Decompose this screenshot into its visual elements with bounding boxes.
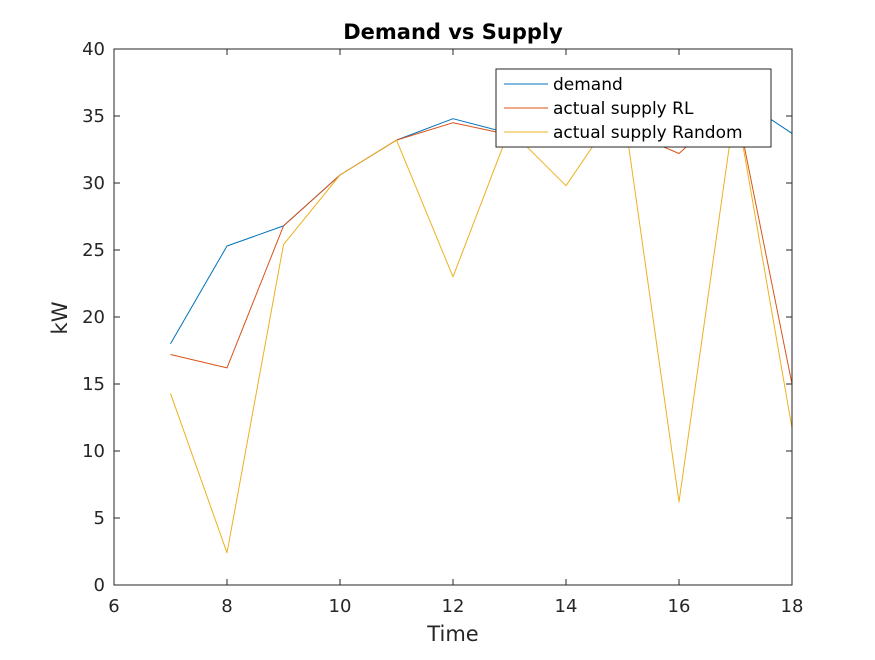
x-tick-label: 14	[555, 596, 578, 617]
legend-label-3: actual supply Random	[553, 123, 743, 143]
y-axis-label: kW	[48, 301, 72, 334]
y-tick-label: 30	[82, 173, 105, 194]
legend-label-2: actual supply RL	[553, 99, 694, 119]
y-tick-label: 5	[94, 508, 105, 529]
x-axis-label: Time	[426, 622, 478, 646]
x-tick-label: 12	[442, 596, 465, 617]
y-tick-label: 15	[82, 374, 105, 395]
x-tick-label: 6	[108, 596, 119, 617]
y-tick-label: 10	[82, 441, 105, 462]
legend: demand actual supply RL actual supply Rand…	[495, 68, 772, 148]
chart-title: Demand vs Supply	[343, 20, 563, 44]
y-tick-label: 40	[82, 39, 105, 60]
y-tick-label: 25	[82, 240, 105, 261]
x-tick-label: 8	[221, 596, 232, 617]
y-tick-label: 35	[82, 106, 105, 127]
x-tick-label: 10	[329, 596, 352, 617]
series-line-3	[170, 102, 792, 554]
y-tick-label: 0	[94, 575, 105, 596]
legend-label-1: demand	[553, 75, 623, 95]
x-tick-label: 16	[668, 596, 691, 617]
x-tick-label: 18	[781, 596, 804, 617]
y-tick-label: 20	[82, 307, 105, 328]
